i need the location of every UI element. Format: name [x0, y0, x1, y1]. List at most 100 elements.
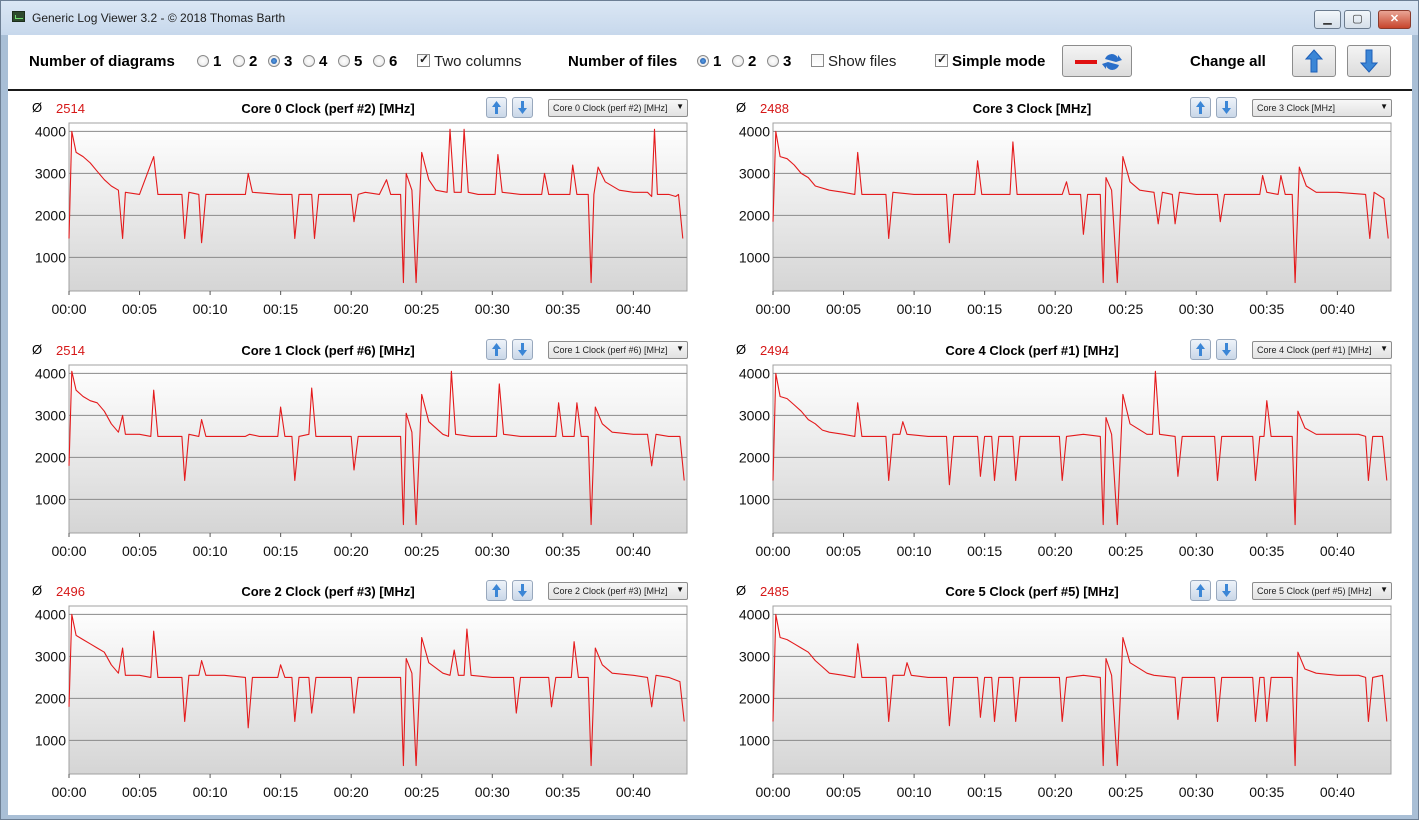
x-tick-label: 00:40 [616, 784, 651, 800]
x-tick-label: 00:05 [122, 543, 157, 559]
average-symbol: Ø [32, 583, 43, 598]
chart-title: Core 3 Clock [MHz] [972, 101, 1092, 116]
diagram-option-4[interactable]: 4 [319, 53, 328, 70]
diagram-option-1[interactable]: 1 [213, 53, 222, 70]
average-symbol: Ø [32, 342, 43, 357]
move-up-button[interactable] [1190, 580, 1211, 601]
x-tick-label: 00:15 [263, 543, 298, 559]
y-tick-label: 2000 [35, 207, 66, 223]
y-tick-label: 4000 [35, 123, 66, 139]
move-down-button[interactable] [512, 339, 533, 360]
two-columns-checkbox[interactable] [417, 52, 430, 67]
x-tick-label: 00:25 [1108, 784, 1143, 800]
diagram-option-5[interactable]: 5 [354, 53, 363, 70]
diagram-radio-3[interactable] [268, 55, 280, 67]
two-columns-label[interactable]: Two columns [434, 53, 522, 70]
x-tick-label: 00:05 [826, 543, 861, 559]
x-tick-label: 00:15 [967, 543, 1002, 559]
diagram-radio-5[interactable] [338, 55, 350, 67]
diagram-option-3[interactable]: 3 [284, 53, 293, 70]
arrow-up-icon [1196, 584, 1205, 597]
series-select[interactable]: Core 3 Clock [MHz] ▼ [1252, 99, 1392, 117]
chart-title: Core 2 Clock (perf #3) [MHz] [241, 584, 415, 599]
move-up-button[interactable] [486, 339, 507, 360]
line-swap-icon [1075, 54, 1122, 70]
line-chart: 1000 2000 3000 4000 00:00 00:05 00:10 00:15 00:2… [35, 605, 688, 800]
move-all-down-button[interactable] [1347, 45, 1391, 77]
series-select-value: Core 4 Clock (perf #1) [MHz] [1257, 345, 1372, 355]
y-tick-label: 2000 [739, 207, 770, 223]
line-chart: 1000 2000 3000 4000 00:00 00:05 00:10 00:15 00:2… [35, 122, 688, 317]
simple-mode-label[interactable]: Simple mode [952, 53, 1046, 70]
close-button[interactable]: ✕ [1378, 10, 1411, 29]
series-line [772, 370, 1388, 526]
x-tick-label: 00:40 [616, 301, 651, 317]
diagram-radio-2[interactable] [233, 55, 245, 67]
file-radio-2[interactable] [732, 55, 744, 67]
file-radio-1[interactable] [697, 55, 709, 67]
move-down-button[interactable] [1216, 97, 1237, 118]
y-tick-label: 1000 [739, 249, 770, 265]
move-down-button[interactable] [512, 580, 533, 601]
diagram-option-6[interactable]: 6 [389, 53, 398, 70]
move-down-button[interactable] [512, 97, 533, 118]
plot-area [68, 605, 688, 775]
simple-mode-checkbox[interactable] [935, 52, 948, 67]
y-tick-label: 1000 [35, 249, 66, 265]
chevron-down-icon: ▼ [1380, 585, 1388, 594]
diagram-option-2[interactable]: 2 [249, 53, 258, 70]
move-all-up-button[interactable] [1292, 45, 1336, 77]
x-tick-label: 00:05 [122, 301, 157, 317]
x-tick-label: 00:40 [1320, 543, 1355, 559]
series-select-value: Core 1 Clock (perf #6) [MHz] [553, 345, 668, 355]
move-up-button[interactable] [486, 97, 507, 118]
file-option-2[interactable]: 2 [748, 53, 757, 70]
series-select[interactable]: Core 1 Clock (perf #6) [MHz] ▼ [548, 341, 688, 359]
move-up-button[interactable] [1190, 97, 1211, 118]
x-tick-label: 00:30 [475, 301, 510, 317]
diagram-radio-1[interactable] [197, 55, 209, 67]
series-select[interactable]: Core 5 Clock (perf #5) [MHz] ▼ [1252, 582, 1392, 600]
x-tick-label: 00:15 [263, 301, 298, 317]
x-tick-label: 00:15 [263, 784, 298, 800]
diagram-radio-4[interactable] [303, 55, 315, 67]
show-files-checkbox[interactable] [811, 54, 824, 67]
x-tick-label: 00:10 [193, 784, 228, 800]
plot-area [772, 364, 1392, 534]
move-up-button[interactable] [486, 580, 507, 601]
arrow-down-icon [1222, 343, 1231, 356]
line-style-swap-button[interactable] [1062, 45, 1132, 77]
series-line [772, 613, 1388, 767]
arrow-up-icon [492, 343, 501, 356]
x-tick-label: 00:10 [193, 301, 228, 317]
x-tick-label: 00:35 [545, 301, 580, 317]
move-up-button[interactable] [1190, 339, 1211, 360]
y-tick-label: 2000 [739, 449, 770, 465]
y-tick-label: 3000 [739, 648, 770, 664]
move-down-button[interactable] [1216, 339, 1237, 360]
file-option-3[interactable]: 3 [783, 53, 792, 70]
arrow-down-icon [1359, 49, 1379, 73]
series-select[interactable]: Core 2 Clock (perf #3) [MHz] ▼ [548, 582, 688, 600]
file-option-1[interactable]: 1 [713, 53, 722, 70]
y-tick-label: 2000 [739, 690, 770, 706]
show-files-label[interactable]: Show files [828, 53, 897, 70]
arrow-down-icon [1222, 584, 1231, 597]
x-tick-label: 00:00 [755, 784, 790, 800]
num-files-label: Number of files [568, 53, 678, 70]
chart-title: Core 5 Clock (perf #5) [MHz] [945, 584, 1119, 599]
file-radio-3[interactable] [767, 55, 779, 67]
maximize-button[interactable]: ▢ [1344, 10, 1371, 29]
move-down-button[interactable] [1216, 580, 1237, 601]
series-select[interactable]: Core 0 Clock (perf #2) [MHz] ▼ [548, 99, 688, 117]
minimize-button[interactable]: ▁ [1314, 10, 1341, 29]
line-chart: 1000 2000 3000 4000 00:00 00:05 00:10 00:15 00:2… [739, 122, 1392, 317]
x-tick-label: 00:40 [1320, 301, 1355, 317]
x-tick-label: 00:20 [1038, 784, 1073, 800]
diagram-radio-6[interactable] [373, 55, 385, 67]
series-select[interactable]: Core 4 Clock (perf #1) [MHz] ▼ [1252, 341, 1392, 359]
y-tick-label: 1000 [35, 491, 66, 507]
title-bar[interactable]: Generic Log Viewer 3.2 - © 2018 Thomas B… [1, 1, 1418, 35]
series-select-value: Core 0 Clock (perf #2) [MHz] [553, 103, 668, 113]
y-tick-label: 4000 [35, 365, 66, 381]
